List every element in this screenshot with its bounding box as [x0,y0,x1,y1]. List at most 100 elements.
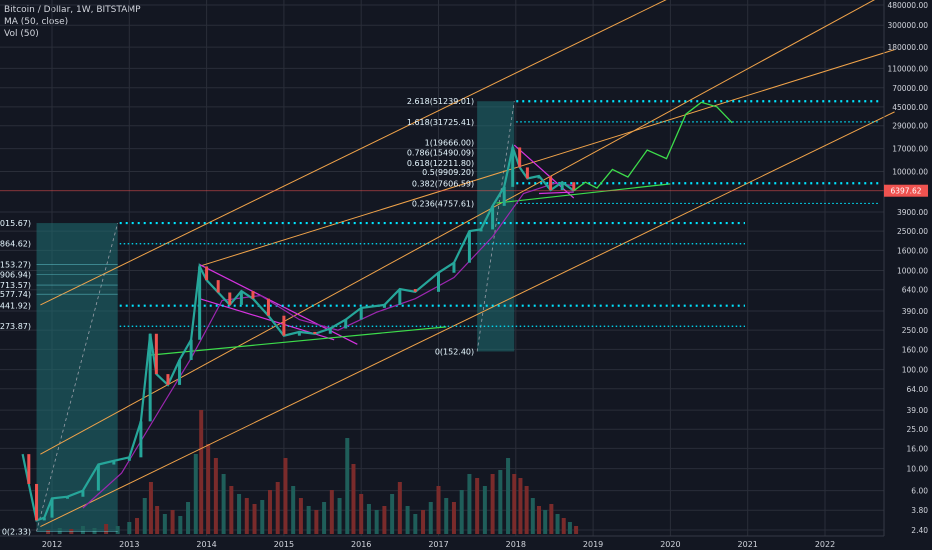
volume-bar [314,510,319,534]
price-series [21,101,733,522]
y-tick-label: 2.40 [911,526,928,535]
current-price-label: 6397.62 [890,187,921,196]
x-tick-label: 2022 [815,540,835,549]
candle [491,205,495,230]
y-tick-label: 300000.00 [887,21,928,30]
candle [549,176,553,191]
x-tick-label: 2013 [119,540,139,549]
fib-2018-level-label: 0(152.40) [435,347,474,356]
volume-bar [148,482,153,534]
volume-bar [46,530,51,534]
candle [328,328,332,334]
volume-bar [229,486,234,534]
y-tick-label: 16.00 [907,444,929,453]
y-tick-label: 2500.00 [897,227,928,236]
candle [127,457,131,461]
candle [148,333,152,422]
fib-2018-level-label: 0.236(4757.61) [412,199,474,208]
candle [452,262,456,273]
volume-bar [80,526,85,534]
volume-bar [382,506,387,534]
volume-bar [306,506,311,534]
candle [81,490,85,497]
y-tick-label: 1000.00 [897,267,928,276]
x-tick-label: 2018 [506,540,526,549]
candle [344,319,348,329]
y-tick-label: 180000.00 [887,43,928,52]
volume-bar [186,502,191,534]
volume-bar [199,410,204,534]
volume-bar [549,504,554,534]
candle [467,231,471,263]
y-tick-label: 160.00 [902,345,928,354]
volume-bar [291,486,296,534]
volume-bar [543,510,548,534]
volume-bar [170,510,175,534]
volume-bar [498,470,503,534]
candle [572,182,576,191]
volume-bar [390,494,395,534]
x-tick-label: 2014 [196,540,216,549]
x-tick-label: 2020 [660,540,680,549]
volume-bar [221,474,226,534]
candle [297,331,301,336]
volume-bar [374,510,379,534]
y-tick-label: 6.00 [911,487,928,496]
volume-bars [46,410,579,534]
volume-bar [260,500,265,534]
ma-indicator-label: MA (50, close) [4,17,69,27]
candle [382,304,386,308]
symbol-title: Bitcoin / Dollar, 1W, BITSTAMP [4,5,141,15]
candle [112,460,116,465]
price-line [21,143,575,522]
y-tick-label: 29000.00 [892,122,928,131]
fib-box-2018-diagonal [476,101,515,352]
fib-2013-level-label: 273.87) [0,322,31,331]
fib-2018-level-label: 1.618(31725.41) [407,118,474,127]
candle [413,289,417,292]
volume-bar [193,454,198,534]
volume-bar [206,444,211,534]
support-line-2018 [496,183,671,204]
triangle-upper-2018 [513,144,575,199]
volume-bar [413,514,418,534]
candle [398,289,402,305]
volume-bar [237,494,242,534]
y-tick-label: 390.00 [902,307,928,316]
volume-bar [267,490,272,534]
candle [205,266,209,281]
volume-bar [135,518,140,534]
candle [198,266,202,340]
y-tick-label: 110000.00 [887,64,928,73]
y-tick-label: 1600.00 [897,246,928,255]
fib-2018-level-label: 0.382(7606.59) [412,179,474,188]
volume-bar [104,524,109,534]
channel-line [40,0,667,306]
volume-bar [444,498,449,534]
fib-2018-level-label: 0.618(12211.80) [407,159,474,168]
volume-bar [322,502,327,534]
volume-bar [283,458,288,534]
volume-indicator-label: Vol (50) [4,29,39,39]
chart-legend: Bitcoin / Dollar, 1W, BITSTAMP MA (50, c… [4,4,141,40]
x-tick-label: 2016 [351,540,371,549]
volume-bar [574,526,579,534]
candle [42,517,46,521]
volume-bar [397,482,402,534]
fib-2013-level-label: 713.57) [0,281,31,290]
volume-bar [405,506,410,534]
volume-bar [459,490,464,534]
x-tick-label: 2015 [274,540,294,549]
fib-2018-level-label: 0.786(15490.09) [407,149,474,158]
x-tick-label: 2012 [42,540,62,549]
fib-2013-level-label: 3015.67) [0,219,31,228]
y-tick-label: 10.00 [907,465,929,474]
volume-bar [567,522,572,534]
fib-2013-level-label: 577.74) [0,290,31,299]
y-tick-label: 64.00 [907,385,929,394]
y-tick-label: 100.00 [902,366,928,375]
candle [50,498,54,518]
triangle-lower-2018 [538,191,574,195]
volume-bar [421,510,426,534]
